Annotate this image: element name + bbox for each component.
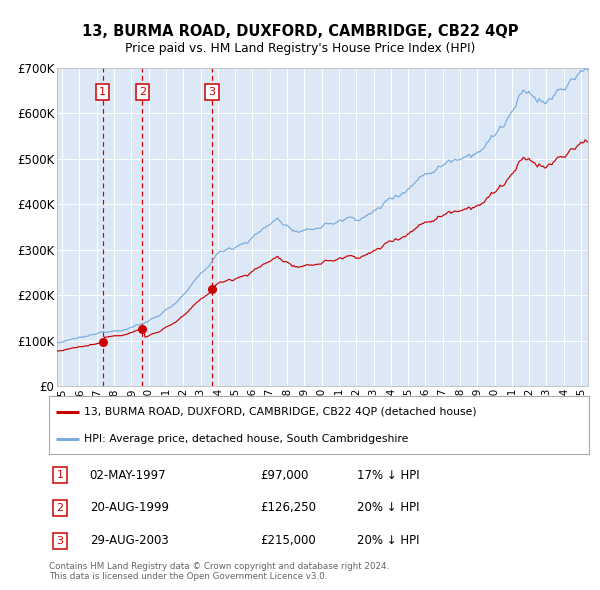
Text: 3: 3: [56, 536, 64, 546]
Text: 29-AUG-2003: 29-AUG-2003: [90, 534, 169, 547]
Text: 17% ↓ HPI: 17% ↓ HPI: [357, 469, 419, 482]
Text: 13, BURMA ROAD, DUXFORD, CAMBRIDGE, CB22 4QP (detached house): 13, BURMA ROAD, DUXFORD, CAMBRIDGE, CB22…: [85, 407, 477, 417]
Text: 13, BURMA ROAD, DUXFORD, CAMBRIDGE, CB22 4QP: 13, BURMA ROAD, DUXFORD, CAMBRIDGE, CB22…: [82, 24, 518, 38]
Text: 2: 2: [139, 87, 146, 97]
Text: £215,000: £215,000: [260, 534, 316, 547]
Text: 1: 1: [99, 87, 106, 97]
Text: Price paid vs. HM Land Registry's House Price Index (HPI): Price paid vs. HM Land Registry's House …: [125, 42, 475, 55]
Text: 20% ↓ HPI: 20% ↓ HPI: [357, 502, 419, 514]
Text: 02-MAY-1997: 02-MAY-1997: [90, 469, 166, 482]
Text: 20% ↓ HPI: 20% ↓ HPI: [357, 534, 419, 547]
Text: 20-AUG-1999: 20-AUG-1999: [90, 502, 169, 514]
Text: HPI: Average price, detached house, South Cambridgeshire: HPI: Average price, detached house, Sout…: [85, 434, 409, 444]
Text: 3: 3: [208, 87, 215, 97]
Text: Contains HM Land Registry data © Crown copyright and database right 2024.
This d: Contains HM Land Registry data © Crown c…: [49, 562, 389, 581]
Text: £97,000: £97,000: [260, 469, 308, 482]
Text: £126,250: £126,250: [260, 502, 316, 514]
Text: 1: 1: [56, 470, 64, 480]
Text: 2: 2: [56, 503, 64, 513]
